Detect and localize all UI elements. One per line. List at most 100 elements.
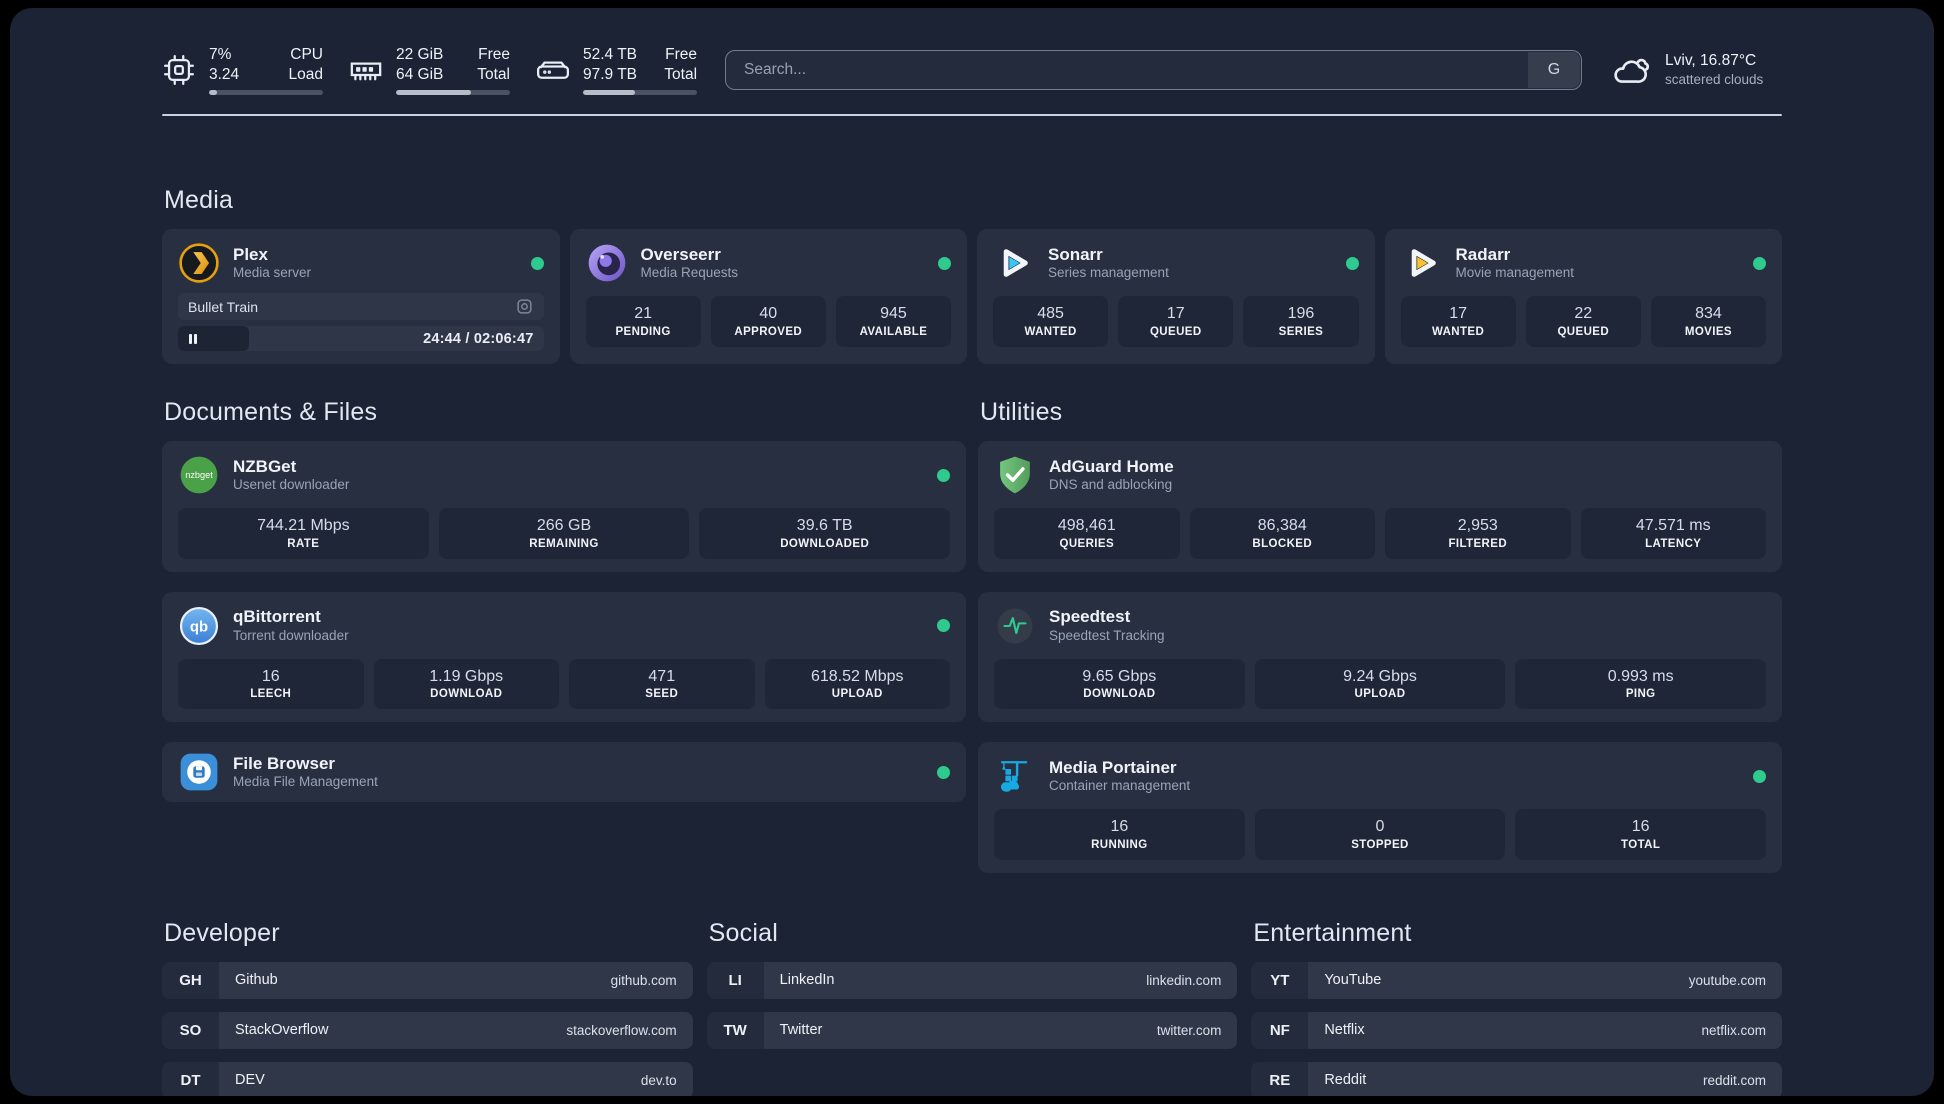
adguard-stat-filtered: 2,953 FILTERED	[1385, 508, 1571, 559]
overseerr-stat-approved: 40 APPROVED	[710, 296, 826, 347]
nzbget-stat-remaining: 266 GB REMAINING	[438, 508, 690, 559]
qbittorrent-stat-seed: 471 SEED	[569, 658, 755, 710]
section-entertainment: Entertainment YT YouTube youtube.com NF …	[1251, 919, 1782, 1096]
plex-card[interactable]: Plex Media server Bullet Train 24:44 / 0	[162, 229, 560, 364]
resource-widgets: 7% 3.24 CPU Load	[162, 45, 698, 96]
portainer-stat-stopped: 0 STOPPED	[1254, 809, 1506, 860]
nzbget-title: NZBGet	[233, 456, 297, 476]
portainer-card[interactable]: Media Portainer Container management 16 …	[978, 742, 1782, 873]
speedtest-title: Speedtest	[1049, 607, 1131, 627]
overseerr-card[interactable]: Overseerr Media Requests 21 PENDING 40 A…	[569, 229, 967, 364]
bookmark-reddit[interactable]: RE Reddit reddit.com	[1251, 1061, 1782, 1096]
bookmark-twitter[interactable]: TW Twitter twitter.com	[706, 1011, 1238, 1049]
video-icon	[516, 299, 532, 314]
portainer-title: Media Portainer	[1049, 758, 1177, 777]
plex-now-playing: Bullet Train	[178, 293, 544, 320]
filebrowser-title: File Browser	[233, 754, 336, 773]
radarr-icon	[1411, 249, 1436, 277]
filebrowser-card[interactable]: File Browser Media File Management	[162, 742, 966, 803]
nzbget-subtitle: Usenet downloader	[233, 477, 350, 493]
portainer-icon	[1001, 761, 1028, 792]
speedtest-stat-ping: 0.993 ms PING	[1515, 658, 1767, 710]
speedtest-icon	[997, 608, 1033, 644]
search-engine-button[interactable]: G	[1528, 52, 1580, 88]
overseerr-status-dot	[938, 256, 951, 270]
documents-section-title: Documents & Files	[164, 398, 378, 426]
radarr-card[interactable]: Radarr Movie management 17 WANTED 22 QUE…	[1384, 229, 1782, 364]
cpu-icon	[163, 54, 195, 86]
memory-icon	[350, 62, 382, 81]
search-bar: G	[725, 50, 1582, 90]
bookmark-netflix[interactable]: NF Netflix netflix.com	[1251, 1011, 1782, 1049]
adguard-title: AdGuard Home	[1049, 456, 1174, 476]
cloud-icon	[1614, 58, 1650, 83]
overseerr-title: Overseerr	[640, 244, 721, 264]
radarr-subtitle: Movie management	[1455, 265, 1575, 281]
nzbget-icon: nzbget	[180, 456, 218, 494]
nzbget-stat-downloaded: 39.6 TB DOWNLOADED	[699, 508, 951, 559]
bookmark-youtube[interactable]: YT YouTube youtube.com	[1251, 961, 1782, 999]
radarr-title: Radarr	[1455, 244, 1511, 264]
memory-total-label: Total	[477, 66, 510, 83]
filebrowser-subtitle: Media File Management	[233, 774, 378, 790]
pause-icon	[189, 333, 197, 344]
section-utilities: Utilities AdGuard Home DNS and adblockin…	[978, 398, 1782, 873]
cpu-load-value: 3.24	[209, 66, 240, 83]
bookmark-stackoverflow[interactable]: SO StackOverflow stackoverflow.com	[162, 1011, 693, 1049]
qbittorrent-stat-upload: 618.52 Mbps UPLOAD	[764, 658, 950, 710]
dashboard: 7% 3.24 CPU Load	[10, 8, 1934, 1096]
sonarr-card[interactable]: Sonarr Series management 485 WANTED 17 Q…	[977, 229, 1375, 364]
nzbget-status-dot	[937, 468, 950, 482]
disk-usage-bar	[583, 90, 698, 96]
adguard-stat-queries: 498,461 QUERIES	[994, 508, 1180, 559]
speedtest-stat-upload: 9.24 Gbps UPLOAD	[1254, 658, 1506, 710]
topbar-divider	[162, 114, 1782, 116]
playback-time: 24:44 / 02:06:47	[423, 330, 534, 347]
overseerr-subtitle: Media Requests	[640, 265, 739, 281]
qbittorrent-icon: qb	[179, 606, 219, 645]
overseerr-icon	[588, 244, 625, 282]
disk-icon	[536, 61, 570, 79]
developer-section-title: Developer	[164, 918, 280, 947]
memory-free-label: Free	[478, 45, 510, 63]
bookmark-dev[interactable]: DT DEV dev.to	[162, 1061, 693, 1096]
utilities-section-title: Utilities	[980, 398, 1063, 426]
bookmark-github[interactable]: GH Github github.com	[162, 961, 693, 999]
cpu-load-label: Load	[288, 66, 323, 83]
bookmark-linkedin[interactable]: LI LinkedIn linkedin.com	[706, 961, 1238, 999]
qbittorrent-status-dot	[937, 619, 950, 633]
sonarr-icon	[1003, 249, 1028, 277]
adguard-icon	[1000, 456, 1030, 494]
adguard-subtitle: DNS and adblocking	[1049, 477, 1173, 493]
media-section-title: Media	[164, 186, 234, 214]
portainer-subtitle: Container management	[1049, 778, 1191, 794]
search-input[interactable]	[725, 50, 1582, 90]
radarr-stat-queued: 22 QUEUED	[1525, 296, 1641, 347]
now-playing-title: Bullet Train	[188, 298, 259, 315]
sonarr-stat-queued: 17 QUEUED	[1118, 296, 1234, 347]
section-media: Media Plex Media server B	[162, 186, 1782, 364]
plex-icon	[179, 243, 219, 283]
nzbget-stat-rate: 744.21 Mbps RATE	[178, 508, 429, 559]
qbittorrent-title: qBittorrent	[233, 607, 321, 627]
svg-text:qb: qb	[190, 619, 208, 635]
adguard-stat-blocked: 86,384 BLOCKED	[1189, 508, 1375, 559]
nzbget-card[interactable]: nzbget NZBGet Usenet downloader 744.21 M…	[162, 441, 966, 572]
section-social: Social LI LinkedIn linkedin.com TW Twitt…	[706, 919, 1238, 1096]
weather-condition: scattered clouds	[1665, 72, 1764, 88]
radarr-status-dot	[1753, 256, 1766, 270]
qbittorrent-subtitle: Torrent downloader	[233, 627, 349, 643]
section-documents: Documents & Files nzbget NZBGet Usenet d…	[162, 398, 966, 803]
speedtest-card[interactable]: Speedtest Speedtest Tracking 9.65 Gbps D…	[978, 591, 1782, 723]
weather-widget: Lviv, 16.87°C scattered clouds	[1610, 51, 1782, 89]
plex-title: Plex	[233, 244, 268, 264]
weather-location-temp: Lviv, 16.87°C	[1665, 52, 1757, 70]
sonarr-stat-series: 196 SERIES	[1243, 296, 1359, 347]
qbittorrent-card[interactable]: qb qBittorrent Torrent downloader 16 LEE…	[162, 591, 966, 723]
qbittorrent-stat-download: 1.19 Gbps DOWNLOAD	[373, 658, 559, 710]
disk-widget: 52.4 TB 97.9 TB Free Total	[536, 45, 698, 96]
memory-total-value: 64 GiB	[396, 66, 444, 83]
adguard-card[interactable]: AdGuard Home DNS and adblocking 498,461 …	[978, 441, 1782, 572]
plex-subtitle: Media server	[233, 265, 312, 281]
plex-status-dot	[530, 256, 544, 270]
